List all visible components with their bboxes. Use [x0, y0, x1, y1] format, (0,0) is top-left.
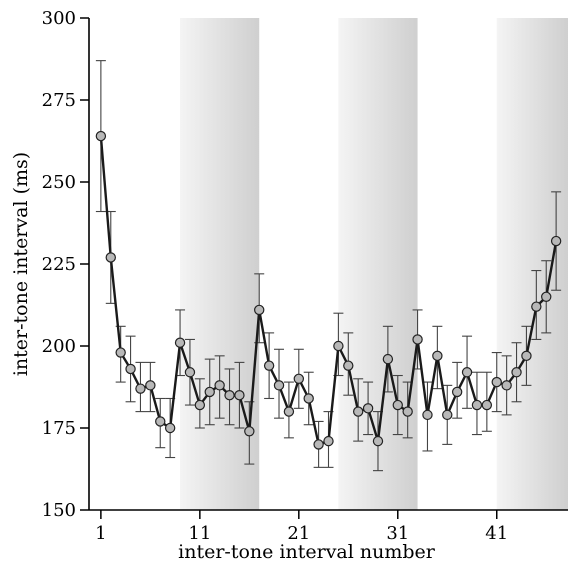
data-point: [531, 301, 542, 312]
data-point: [244, 426, 255, 437]
data-point: [511, 367, 522, 378]
error-bars: [95, 60, 562, 472]
x-axis-label: inter-tone interval number: [178, 541, 436, 563]
data-point: [461, 367, 473, 378]
data-point: [550, 235, 562, 247]
x-tick-labels: 1 11 21 31 41: [95, 523, 508, 544]
x-tick-label-1: 1: [95, 523, 106, 544]
data-point: [184, 367, 196, 378]
data-point: [372, 435, 384, 447]
data-point: [105, 252, 116, 263]
shaded-regions: [180, 18, 568, 510]
data-point: [95, 130, 107, 142]
data-point: [273, 380, 285, 391]
y-axis-label: inter-tone interval (ms): [10, 152, 32, 376]
data-point: [422, 409, 433, 421]
y-tick-label-150: 150: [42, 500, 76, 521]
x-tick-label-31: 31: [386, 523, 409, 544]
shaded-region-1: [180, 18, 260, 510]
y-tick-label-225: 225: [42, 254, 76, 275]
y-tick-label-275: 275: [42, 90, 76, 111]
data-point: [392, 399, 403, 411]
data-point: [224, 390, 235, 401]
data-point: [362, 403, 374, 414]
data-point: [501, 380, 512, 391]
data-point: [125, 363, 136, 375]
data-point: [481, 399, 493, 411]
data-point: [174, 337, 186, 348]
data-point: [194, 399, 206, 411]
data-point: [254, 304, 265, 316]
data-point: [283, 406, 295, 417]
data-point: [333, 340, 344, 352]
data-point: [214, 380, 225, 391]
data-points: [95, 130, 562, 450]
x-tick-label-11: 11: [188, 523, 211, 544]
data-point: [263, 360, 275, 371]
y-tick-label-175: 175: [42, 418, 76, 439]
data-point: [115, 347, 126, 358]
data-point: [303, 393, 314, 404]
data-point: [313, 439, 324, 450]
data-point: [164, 422, 176, 434]
axes: [80, 17, 568, 519]
shaded-region-3: [496, 18, 568, 510]
x-tick-label-41: 41: [485, 523, 508, 544]
x-tick-label-21: 21: [287, 523, 310, 544]
data-point: [402, 406, 413, 417]
data-point: [155, 416, 166, 427]
data-point: [521, 350, 532, 362]
data-point: [234, 390, 245, 401]
y-tick-labels: 150 175 200 225 250 275 300: [42, 8, 76, 521]
data-point: [412, 334, 423, 345]
data-point: [451, 386, 463, 398]
data-point: [135, 383, 146, 394]
data-point: [432, 350, 443, 362]
data-point: [541, 291, 552, 302]
data-point: [382, 353, 394, 365]
data-point: [323, 435, 334, 447]
data-point: [442, 409, 453, 421]
data-point: [204, 386, 215, 398]
y-tick-label-250: 250: [42, 172, 76, 193]
data-point: [471, 399, 483, 411]
data-point: [491, 376, 502, 388]
data-point: [145, 380, 156, 391]
data-point: [343, 360, 354, 371]
data-point: [293, 373, 305, 384]
data-point: [352, 406, 364, 417]
y-tick-label-200: 200: [42, 336, 76, 357]
y-tick-label-300: 300: [42, 8, 76, 29]
